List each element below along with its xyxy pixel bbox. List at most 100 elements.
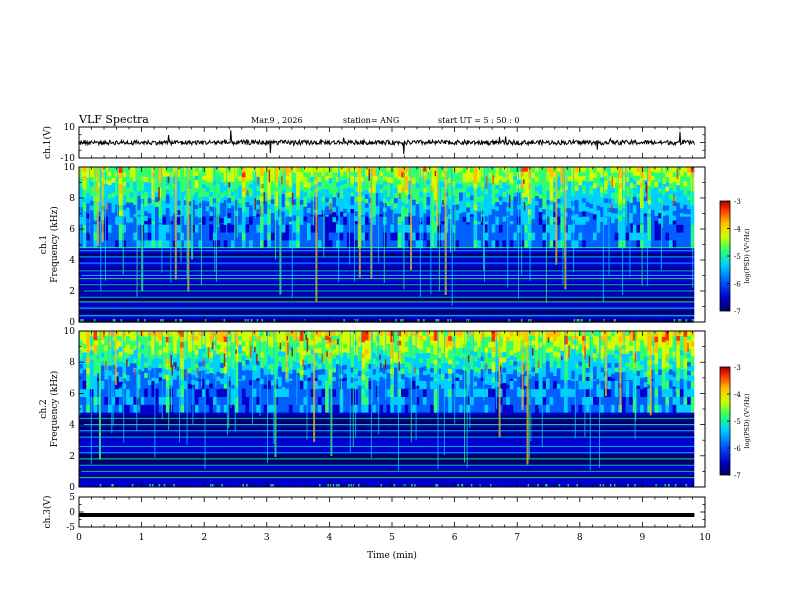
spectrogram-cell xyxy=(422,396,427,405)
spectrogram-cell xyxy=(234,341,239,347)
spectrogram-cell xyxy=(375,205,380,211)
spectrogram-cell xyxy=(310,353,315,359)
spectrogram-cell xyxy=(183,359,188,365)
spectrogram-cell xyxy=(676,167,681,172)
sferic-streak xyxy=(200,167,202,286)
spectrogram-cell xyxy=(220,202,225,209)
spectrogram-cell xyxy=(495,205,500,211)
spectrogram-cell xyxy=(520,213,525,219)
spectrogram-cell xyxy=(118,356,123,362)
spectrogram-cell xyxy=(86,167,91,173)
spectrogram-cell xyxy=(542,344,547,350)
spectrogram-cell xyxy=(245,211,250,217)
spectrogram-cell xyxy=(256,216,261,225)
spectrogram-cell xyxy=(325,373,330,379)
spectrogram-cell xyxy=(107,232,112,241)
spectrogram-cell xyxy=(180,181,185,187)
spectrogram-cell xyxy=(379,404,384,413)
spectrogram-cell xyxy=(589,167,594,173)
spectrogram-cell xyxy=(397,213,402,218)
spectrogram-cell xyxy=(545,373,550,379)
spectrogram-cell xyxy=(267,216,272,225)
spectrogram-cell xyxy=(386,335,391,340)
spectrogram-cell xyxy=(455,339,460,345)
spectrogram-cell xyxy=(553,331,558,337)
spectrogram-cell xyxy=(372,192,377,198)
spectrogram-cell xyxy=(122,209,127,215)
spectrogram-cell xyxy=(234,371,239,377)
spectrogram-cell xyxy=(516,331,522,337)
spectrogram-cell xyxy=(162,232,167,241)
spectrogram-cell xyxy=(419,366,424,372)
spectrogram-band xyxy=(79,475,695,479)
spectrogram-cell xyxy=(216,339,221,345)
spectrogram-cell xyxy=(401,384,406,391)
spectrogram-cell xyxy=(542,182,547,189)
spectrogram-cell xyxy=(621,232,626,241)
spectrogram-cell xyxy=(491,172,496,178)
spectrogram-cell xyxy=(383,189,388,195)
spectrogram-cell xyxy=(350,196,355,201)
spectrogram-cell xyxy=(307,207,312,214)
hot-spot xyxy=(434,170,437,177)
spectrogram-cell xyxy=(422,331,427,336)
spectrogram-cell xyxy=(488,404,493,413)
spectrogram-cell xyxy=(506,378,511,385)
sferic-streak xyxy=(349,167,351,265)
spectrogram-cell xyxy=(155,404,160,413)
spectrogram-cell xyxy=(227,331,232,337)
spectrogram-cell xyxy=(589,232,594,241)
spectrogram-cell xyxy=(292,224,297,233)
spectrogram-cell xyxy=(545,369,550,375)
spectrogram-cell xyxy=(292,239,297,249)
spectrogram-cell xyxy=(506,357,511,364)
spectrogram-cell xyxy=(430,349,435,355)
spectrogram-cell xyxy=(198,239,203,249)
spectrogram-cell xyxy=(310,380,315,390)
spectrogram-cell xyxy=(107,340,112,347)
spectrogram-cell xyxy=(241,379,246,386)
spectrogram-cell xyxy=(433,331,438,337)
spectrogram-cell xyxy=(357,345,362,352)
spectrogram-cell xyxy=(115,362,120,368)
spectrogram-cell xyxy=(82,184,87,190)
spectrogram-cell xyxy=(122,176,127,182)
spectrogram-cell xyxy=(194,358,199,364)
spectrogram-cell xyxy=(281,232,286,241)
spectrogram-cell xyxy=(285,388,290,398)
spectrogram-cell xyxy=(444,388,449,398)
spectrogram-cell xyxy=(86,384,91,390)
bottom-burst xyxy=(356,319,359,322)
hot-spot xyxy=(330,203,332,213)
spectrogram-cell xyxy=(245,354,250,361)
spectrogram-cell xyxy=(314,378,319,383)
spectrogram-cell xyxy=(187,205,192,211)
spectrogram-cell xyxy=(495,179,500,185)
spectrogram-cell xyxy=(672,219,677,226)
spectrogram-cell xyxy=(357,331,362,337)
spectrogram-cell xyxy=(296,346,301,353)
spectrogram-cell xyxy=(364,396,369,405)
spectrogram-cell xyxy=(502,341,507,347)
spectrogram-cell xyxy=(100,339,105,345)
spectrogram-cell xyxy=(658,212,663,219)
spectrogram-cell xyxy=(527,364,532,370)
spectrogram-cell xyxy=(477,388,482,398)
spectrogram-cell xyxy=(343,347,348,353)
spectrogram-cell xyxy=(288,176,293,183)
spectrogram-cell xyxy=(488,232,493,241)
spectrogram-cell xyxy=(625,186,630,192)
spectrogram-cell xyxy=(647,224,652,233)
spectrogram-cell xyxy=(567,180,572,186)
spectrogram-cell xyxy=(169,191,174,197)
spectrogram-cell xyxy=(169,176,174,183)
spectrogram-cell xyxy=(404,216,409,225)
spectrogram-cell xyxy=(180,384,185,391)
spectrogram-cell xyxy=(473,177,478,184)
spectrogram-cell xyxy=(621,194,626,199)
spectrogram-cell xyxy=(278,366,283,372)
spectrogram-cell xyxy=(198,339,203,345)
spectrogram-cell xyxy=(538,232,543,241)
spectrogram-cell xyxy=(397,388,402,398)
sferic-streak xyxy=(573,167,575,273)
